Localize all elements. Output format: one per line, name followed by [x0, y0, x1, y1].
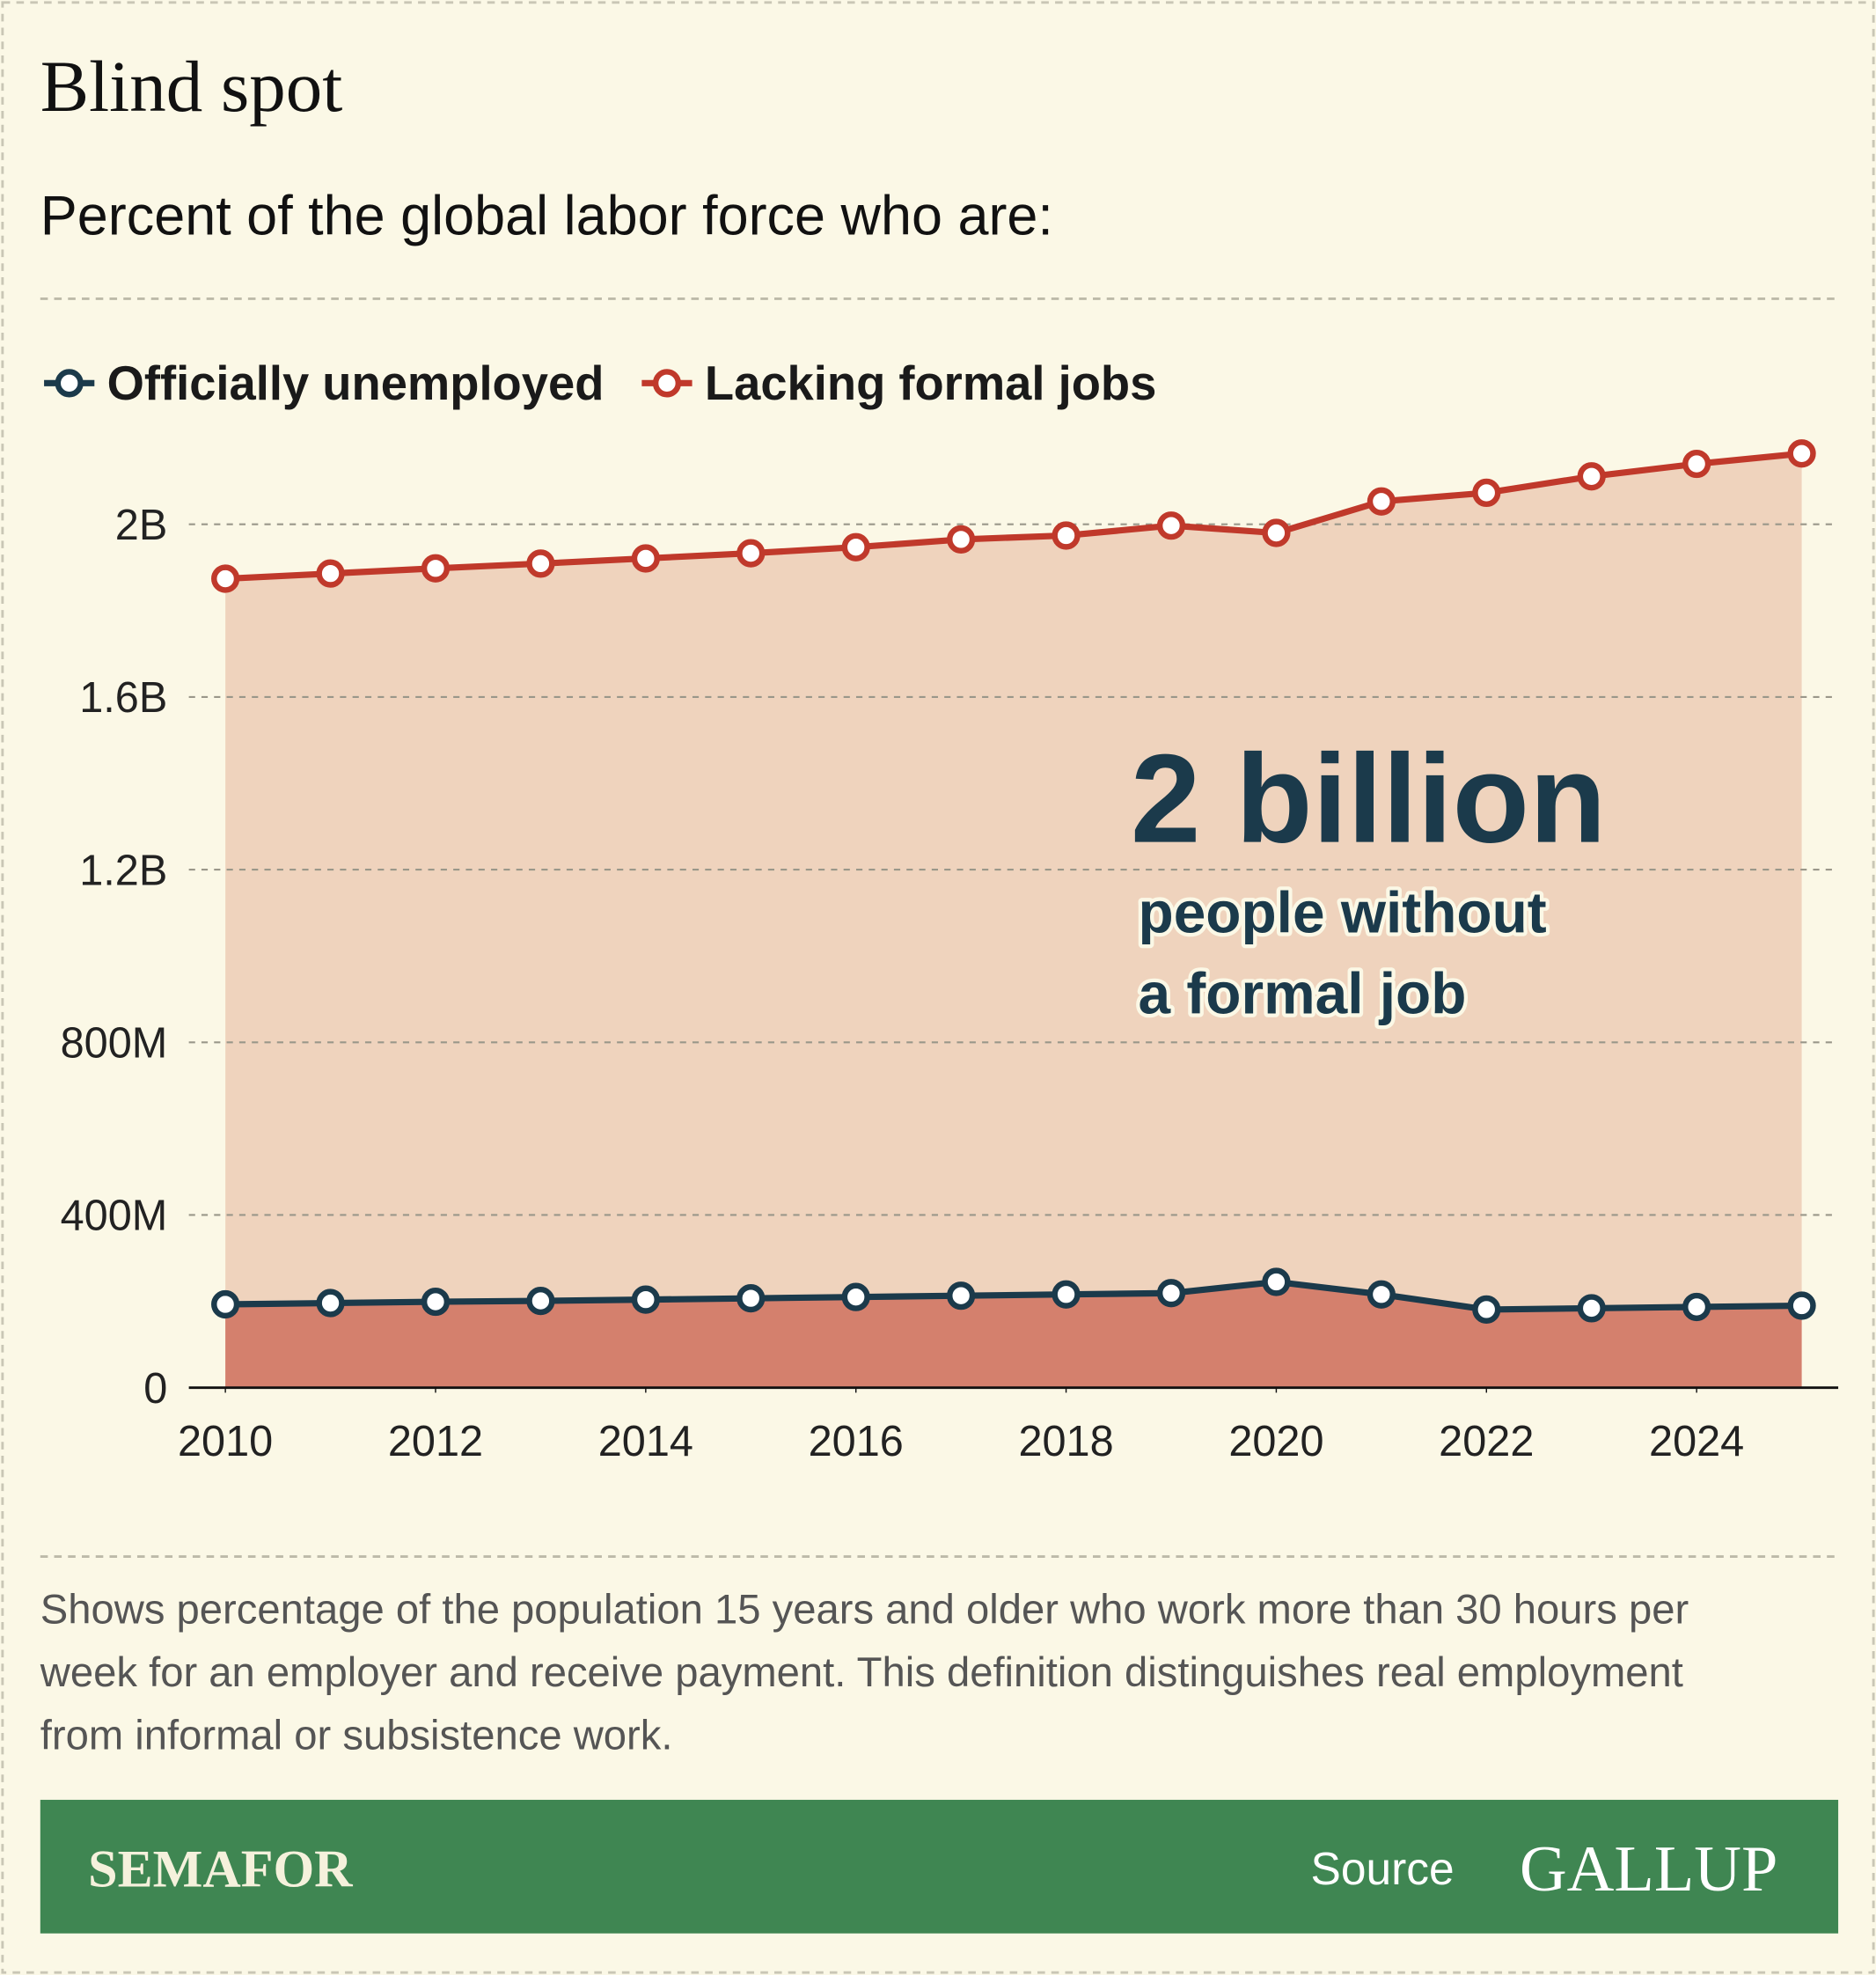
- legend-label: Lacking formal jobs: [705, 356, 1156, 410]
- point: [211, 1289, 240, 1319]
- note: Shows percentage of the population 15 ye…: [40, 1586, 1689, 1633]
- point: [316, 1289, 345, 1318]
- x-tick-label: 2024: [1649, 1418, 1744, 1465]
- point: [526, 1286, 555, 1316]
- series-line: [224, 450, 1802, 583]
- point: [1472, 478, 1501, 508]
- point: [1262, 1267, 1291, 1296]
- area: [225, 1281, 1802, 1388]
- point: [421, 1287, 451, 1317]
- x-tick-label: 2022: [1439, 1418, 1534, 1465]
- point: [1682, 449, 1711, 479]
- y-tick-label: 800M: [61, 1019, 168, 1067]
- area: [225, 453, 1802, 1388]
- note: week for an employer and receive payment…: [40, 1649, 1683, 1696]
- source: GALLUP: [1520, 1833, 1777, 1905]
- point: [1052, 521, 1081, 550]
- legend-label: Officially unemployed: [107, 356, 605, 410]
- point: [1367, 1280, 1396, 1309]
- legend-swatch: [55, 369, 84, 398]
- point: [947, 525, 976, 554]
- x-tick-label: 2016: [809, 1418, 904, 1465]
- point: [841, 532, 870, 562]
- point: [1052, 1280, 1081, 1309]
- footer-bar: [40, 1799, 1839, 1934]
- point: [1787, 439, 1816, 468]
- point: [1156, 511, 1186, 540]
- point: [841, 1282, 870, 1311]
- point: [421, 554, 451, 583]
- point: [1472, 1295, 1501, 1325]
- chart-subtitle: Percent of the global labor force who ar…: [40, 185, 1053, 246]
- point: [211, 564, 240, 593]
- x-tick-label: 2010: [178, 1418, 273, 1465]
- note: from informal or subsistence work.: [40, 1713, 673, 1759]
- y-tick-label: 1.2B: [79, 847, 167, 894]
- source-label: Source: [1310, 1843, 1454, 1894]
- point: [1577, 1294, 1606, 1323]
- point: [526, 549, 555, 578]
- brand: SEMAFOR: [88, 1840, 353, 1899]
- point: [1682, 1292, 1711, 1322]
- x-tick-label: 2012: [388, 1418, 483, 1465]
- x-tick-label: 2018: [1018, 1418, 1113, 1465]
- point: [1367, 487, 1396, 516]
- point: [316, 559, 345, 588]
- annotation-headline: 2 billion: [1131, 729, 1606, 870]
- series-line: [225, 1278, 1802, 1313]
- y-tick-label: 2B: [115, 502, 167, 549]
- annotation-text: a formal job: [1139, 960, 1467, 1025]
- y-tick-label: 400M: [61, 1193, 168, 1240]
- annotation-text: people without: [1139, 880, 1547, 945]
- y-tick-label: 0: [143, 1365, 167, 1413]
- point: [631, 1285, 660, 1314]
- point: [1577, 462, 1606, 491]
- point: [947, 1281, 976, 1311]
- point: [736, 1284, 766, 1313]
- point: [1262, 518, 1291, 547]
- chart-title: Blind spot: [40, 46, 343, 127]
- point: [1156, 1279, 1186, 1308]
- plot: 0 400M 800M 1.2B 1.6B 2B 2010 2012 2014 2016 2018 2…: [44, 356, 1839, 1465]
- x-tick-label: 2014: [598, 1418, 693, 1465]
- x-tick-label: 2020: [1228, 1418, 1323, 1465]
- point: [736, 539, 766, 568]
- point: [631, 544, 660, 573]
- legend-swatch: [652, 369, 682, 398]
- point: [1787, 1291, 1816, 1320]
- y-tick-label: 1.6B: [79, 674, 167, 722]
